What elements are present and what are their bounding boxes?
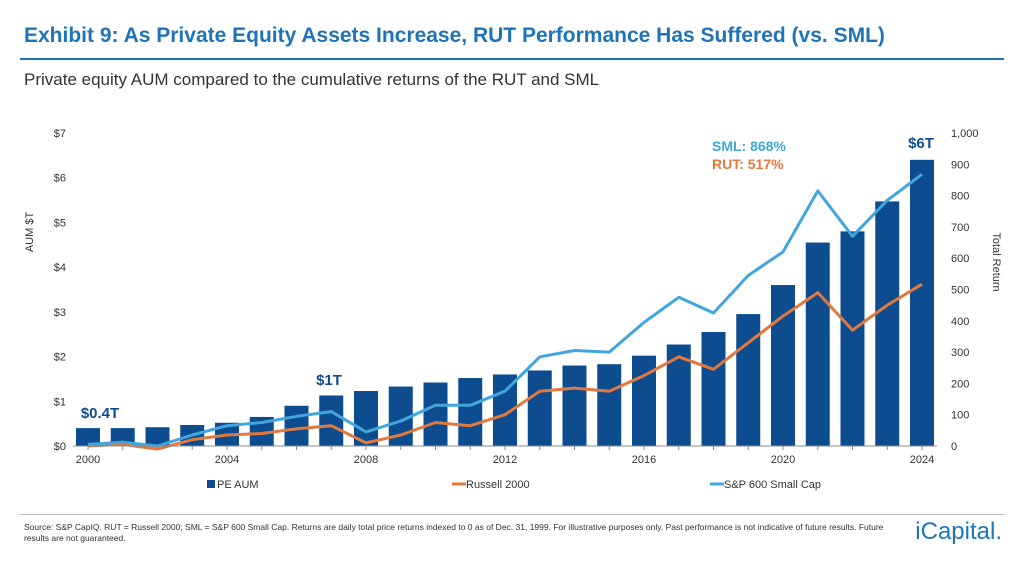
chart-canvas: 2000 2004 2008 2012 2016 2020 2024$0$1$2$3$4$5… xyxy=(24,128,1002,491)
bar-pe-aum xyxy=(319,395,344,446)
annotation-label: $6T xyxy=(908,135,934,152)
y-left-tick-label: $0 xyxy=(54,441,66,453)
bar-pe-aum xyxy=(875,201,900,446)
annotation-label: $1T xyxy=(316,372,342,389)
x-tick-label: 2016 xyxy=(632,454,656,466)
x-tick-label: 2004 xyxy=(215,454,239,466)
x-tick-label: 2008 xyxy=(354,454,378,466)
legend-label: S&P 600 Small Cap xyxy=(724,479,821,491)
x-tick-label: 2012 xyxy=(493,454,517,466)
y-right-tick-label: 900 xyxy=(951,159,969,171)
y-right-tick-label: 700 xyxy=(951,222,969,234)
y-left-tick-label: $6 xyxy=(54,173,66,185)
y-right-tick-label: 1,000 xyxy=(951,128,979,140)
y-left-axis-title: AUM $T xyxy=(24,212,36,253)
bar-pe-aum xyxy=(76,428,100,446)
annotation-label: $0.4T xyxy=(81,405,119,422)
y-left-tick-label: $7 xyxy=(54,128,66,140)
bar-pe-aum xyxy=(527,370,552,446)
x-tick-label: 2000 xyxy=(76,454,100,466)
y-left-tick-label: $1 xyxy=(54,396,66,408)
y-left-tick-label: $4 xyxy=(54,262,66,274)
bar-pe-aum xyxy=(354,391,378,446)
y-right-tick-label: 800 xyxy=(951,191,969,203)
legend-swatch-bar xyxy=(207,480,215,488)
bar-pe-aum xyxy=(284,405,309,446)
bar-pe-aum xyxy=(910,159,934,447)
y-left-tick-label: $2 xyxy=(54,352,66,364)
y-right-tick-label: 0 xyxy=(951,441,957,453)
y-left-tick-label: $3 xyxy=(54,307,66,319)
bar-pe-aum xyxy=(840,231,865,446)
annotation-label: RUT: 517% xyxy=(712,156,784,172)
bar-pe-aum xyxy=(597,364,622,446)
bar-pe-aum xyxy=(736,314,761,446)
y-right-tick-label: 500 xyxy=(951,285,969,297)
y-left-tick-label: $5 xyxy=(54,217,66,229)
chart-title: Exhibit 9: As Private Equity Assets Incr… xyxy=(24,24,885,47)
bar-pe-aum xyxy=(145,427,170,446)
x-tick-label: 2020 xyxy=(771,454,795,466)
y-right-tick-label: 400 xyxy=(951,316,969,328)
line-s-p-600-small-cap xyxy=(87,173,923,448)
line-russell-2000 xyxy=(87,282,923,451)
legend-label: Russell 2000 xyxy=(466,479,530,491)
y-right-tick-label: 600 xyxy=(951,253,969,265)
y-right-axis-title: Total Return xyxy=(990,232,1002,291)
chart-subtitle: Private equity AUM compared to the cumul… xyxy=(24,70,600,89)
bar-pe-aum xyxy=(458,378,483,446)
bar-pe-aum xyxy=(423,382,448,446)
bar-pe-aum xyxy=(805,242,830,446)
bar-pe-aum xyxy=(632,355,656,446)
y-right-tick-label: 200 xyxy=(951,378,969,390)
y-right-tick-label: 100 xyxy=(951,410,969,422)
icapital-logo: iCapital. xyxy=(915,518,1002,545)
footer-divider xyxy=(20,514,1004,515)
title-divider xyxy=(20,58,1004,60)
legend-label: PE AUM xyxy=(217,479,259,491)
annotation-label: SML: 868% xyxy=(712,138,786,154)
y-right-tick-label: 300 xyxy=(951,347,969,359)
x-tick-label: 2024 xyxy=(910,454,934,466)
bar-pe-aum xyxy=(562,365,587,446)
bar-pe-aum xyxy=(701,331,726,446)
source-note: Source: S&P CapIQ. RUT = Russell 2000; S… xyxy=(24,522,884,543)
